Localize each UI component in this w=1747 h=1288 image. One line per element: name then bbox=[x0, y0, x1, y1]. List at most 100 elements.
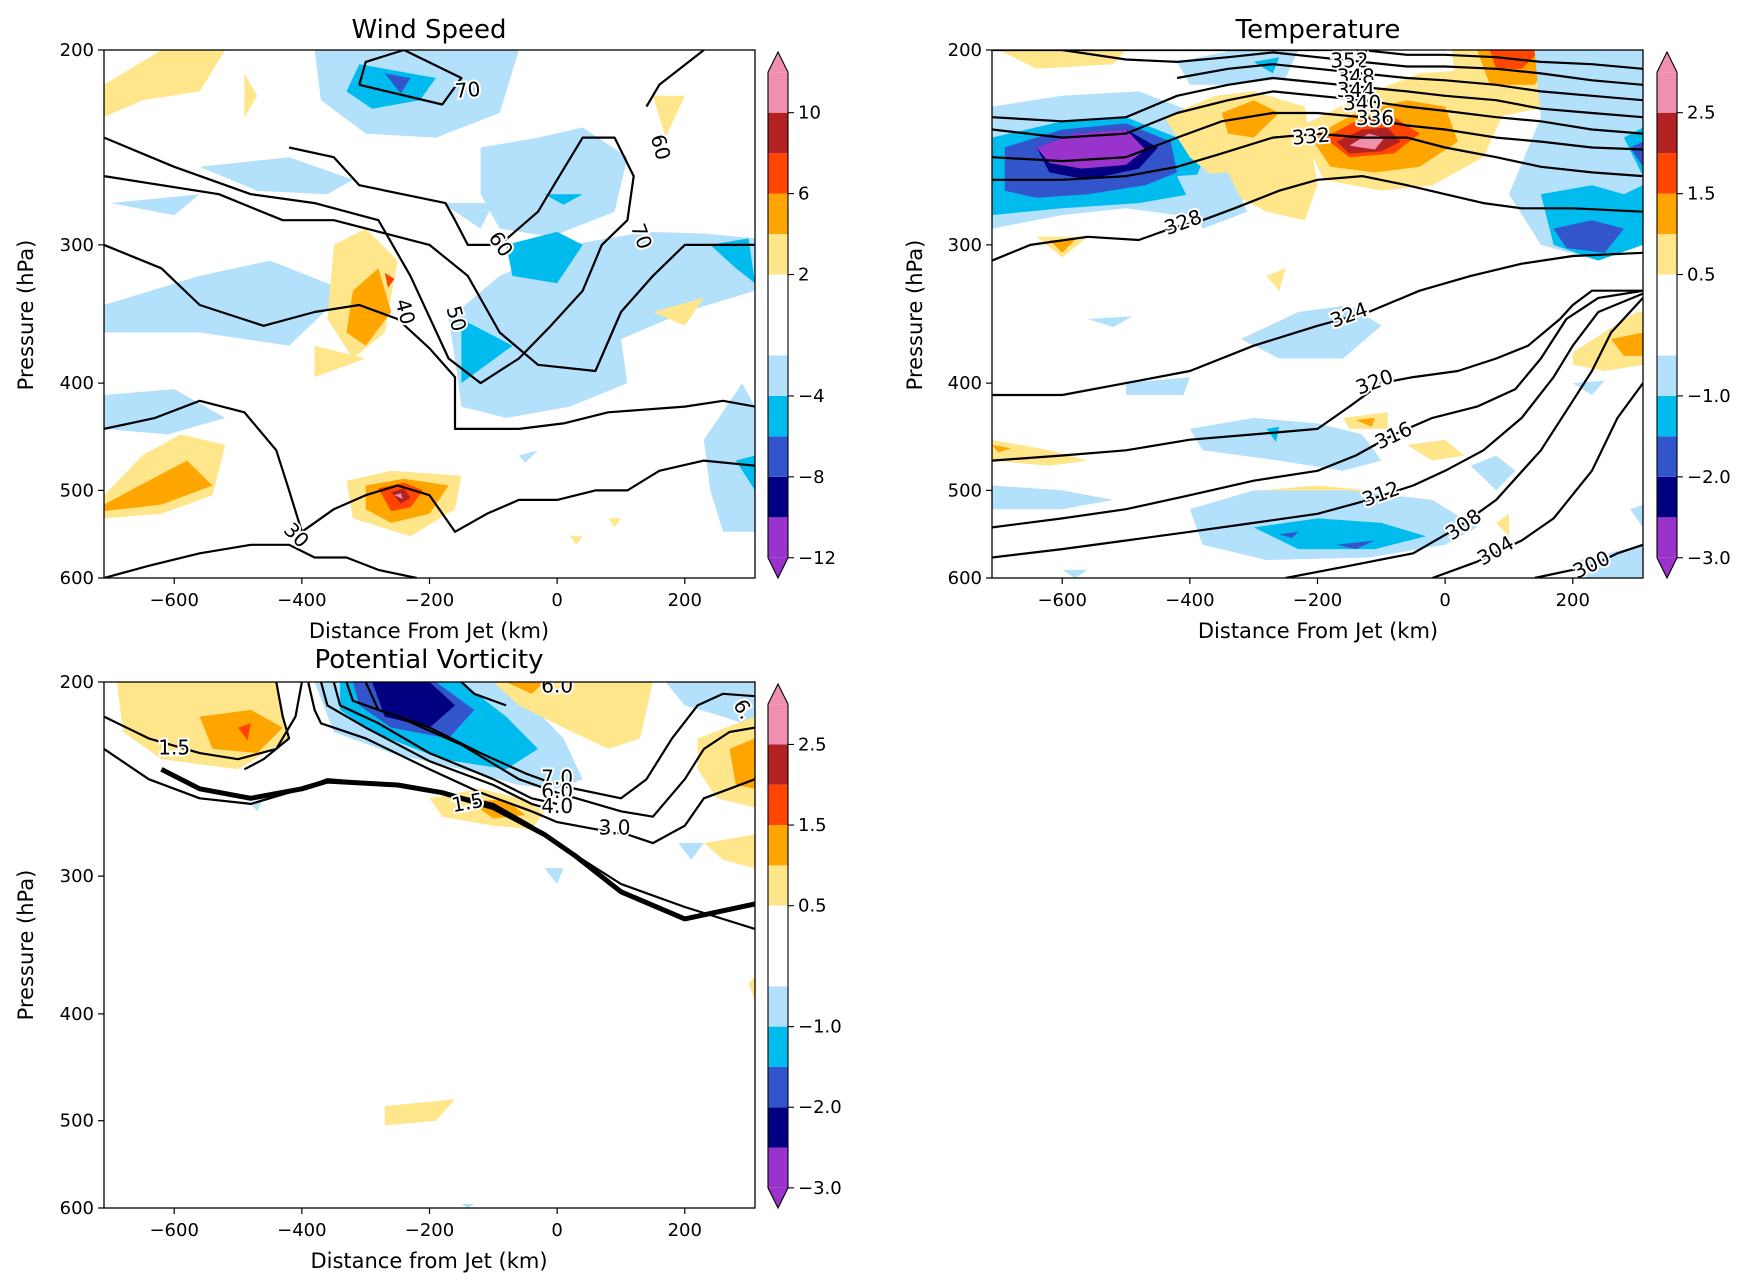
contour-line-7.0 bbox=[460, 682, 507, 707]
filled-contour-region-8 bbox=[1164, 91, 1318, 221]
x-tick-label: −200 bbox=[1293, 590, 1342, 611]
y-tick-label: 200 bbox=[60, 40, 94, 61]
colorbar-segment bbox=[768, 1147, 788, 1188]
colorbar-segment bbox=[1657, 153, 1677, 194]
x-tick-label: 200 bbox=[668, 1220, 702, 1241]
colorbar-tick-label: 2.5 bbox=[798, 734, 827, 755]
colorbar-segment bbox=[768, 436, 788, 477]
contour-line-60 bbox=[645, 50, 705, 108]
x-axis-label: Distance from Jet (km) bbox=[310, 1249, 547, 1273]
colorbar-segment bbox=[1657, 274, 1677, 356]
contour-label: 340 bbox=[1343, 91, 1381, 115]
colorbar-segment bbox=[768, 274, 788, 356]
colorbar-segment bbox=[768, 1066, 788, 1108]
filled-contour-region-17 bbox=[544, 868, 564, 884]
colorbar-segment bbox=[1657, 395, 1677, 437]
filled-contour-region-6 bbox=[442, 203, 494, 229]
contour-line-308 bbox=[1285, 297, 1643, 578]
filled-contour-region-23 bbox=[1177, 172, 1248, 229]
filled-contour-region-31 bbox=[1126, 377, 1190, 395]
filled-contour-region-15 bbox=[703, 834, 755, 869]
y-tick-label: 600 bbox=[948, 568, 982, 589]
x-tick-label: 200 bbox=[1556, 590, 1590, 611]
filled-contour-region-38 bbox=[1355, 417, 1375, 427]
contour-label: 332 bbox=[1291, 123, 1331, 150]
contour-line-332 bbox=[992, 132, 1643, 181]
filled-contour-region-2 bbox=[238, 723, 251, 741]
contour-label: 356 bbox=[1330, 39, 1368, 63]
contour-line-356 bbox=[992, 50, 1643, 70]
colorbar-segment bbox=[768, 112, 788, 154]
colorbar-segment bbox=[1657, 72, 1677, 113]
filled-contour-region-44 bbox=[1279, 531, 1299, 538]
filled-contour-region-49 bbox=[1572, 544, 1643, 578]
contour-label: 348 bbox=[1337, 65, 1375, 89]
filled-contour-region-11 bbox=[506, 682, 545, 694]
contour-label: 3.0 bbox=[599, 816, 631, 840]
y-tick-label: 500 bbox=[60, 1111, 94, 1132]
colorbar-tick-label: 1.5 bbox=[1687, 184, 1716, 205]
contour-line-312 bbox=[992, 292, 1643, 559]
filled-contour-region-16 bbox=[678, 843, 704, 860]
contour-line-320 bbox=[992, 289, 1643, 462]
colorbar-tick-label: 1.5 bbox=[798, 815, 827, 836]
filled-contour-region-33 bbox=[569, 536, 583, 545]
contour-line-60 bbox=[104, 136, 635, 385]
x-tick-label: −600 bbox=[1037, 590, 1086, 611]
colorbar-segment bbox=[768, 1107, 788, 1148]
colorbar-segment bbox=[1657, 436, 1677, 477]
colorbar-tick-label: 2.5 bbox=[1687, 103, 1716, 124]
filled-contour-region-26 bbox=[1266, 268, 1286, 291]
y-tick-label: 300 bbox=[60, 235, 94, 256]
colorbar: −3.0 −2.0 −1.0 0.5 1.5 2.5 bbox=[1656, 50, 1731, 580]
colorbar-tick-label: −3.0 bbox=[1687, 548, 1731, 569]
contour-label: 6.0 bbox=[541, 779, 573, 803]
contour-line-50 bbox=[104, 243, 755, 430]
filled-contour-region-29 bbox=[1572, 312, 1643, 371]
filled-contour-region-22 bbox=[1630, 141, 1643, 167]
chart-title: Temperature bbox=[1235, 15, 1401, 45]
contour-line-3.0 bbox=[243, 682, 291, 771]
filled-contour-region-24 bbox=[394, 493, 403, 499]
contour-label: 352 bbox=[1330, 48, 1368, 72]
contour-line-70 bbox=[104, 175, 755, 373]
colorbar-tick-label: −8 bbox=[798, 467, 825, 488]
x-tick-label: −200 bbox=[405, 590, 454, 611]
filled-contour-region-20 bbox=[461, 1204, 475, 1208]
x-axis-label: Distance From Jet (km) bbox=[1198, 619, 1438, 643]
colorbar-segment bbox=[768, 476, 788, 518]
colorbar-tick-label: −12 bbox=[798, 548, 836, 569]
contour-label: 1.5 bbox=[450, 788, 485, 817]
contour-label: 70 bbox=[454, 77, 481, 103]
filled-contour-region-10 bbox=[506, 231, 583, 284]
filled-contour-region-48 bbox=[1630, 504, 1643, 528]
filled-contour-region-29 bbox=[652, 297, 704, 326]
plot-area: 6.06.1.57.06.04.01.53.0−600 −400 −200 0 2002… bbox=[60, 672, 756, 1241]
colorbar-segment bbox=[768, 704, 788, 745]
colorbar: −3.0 −2.0 −1.0 0.5 1.5 2.5 bbox=[767, 682, 842, 1210]
contour-line-316 bbox=[992, 289, 1643, 529]
colorbar-segment bbox=[1657, 234, 1677, 275]
x-tick-label: −200 bbox=[405, 1220, 454, 1241]
colorbar-tick-label: 2 bbox=[798, 265, 809, 286]
plot-area: 3563523483443403363323283243203163123083… bbox=[948, 39, 1644, 611]
filled-contour-region-30 bbox=[652, 95, 685, 138]
colorbar-tick-label: 0.5 bbox=[1687, 265, 1716, 286]
contour-line-4.0 bbox=[319, 682, 558, 813]
colorbar-segment bbox=[1657, 193, 1677, 235]
contour-line-1.5 bbox=[104, 682, 303, 761]
filled-contour-region-17 bbox=[518, 450, 538, 463]
contour-line-352 bbox=[1062, 50, 1643, 86]
colorbar-segment bbox=[768, 355, 788, 396]
filled-contour-region-28 bbox=[314, 345, 366, 378]
filled-contour-region-43 bbox=[1253, 518, 1426, 550]
y-tick-label: 600 bbox=[60, 1198, 94, 1219]
filled-contour-region-27 bbox=[384, 272, 395, 288]
filled-contour-region-9 bbox=[448, 231, 755, 418]
y-tick-label: 200 bbox=[948, 40, 982, 61]
filled-contour-region-30 bbox=[1611, 332, 1643, 356]
filled-contour-region-50 bbox=[1062, 569, 1088, 578]
colorbar-tick-label: −2.0 bbox=[798, 1097, 842, 1118]
filled-contour-region-32 bbox=[1572, 380, 1605, 395]
